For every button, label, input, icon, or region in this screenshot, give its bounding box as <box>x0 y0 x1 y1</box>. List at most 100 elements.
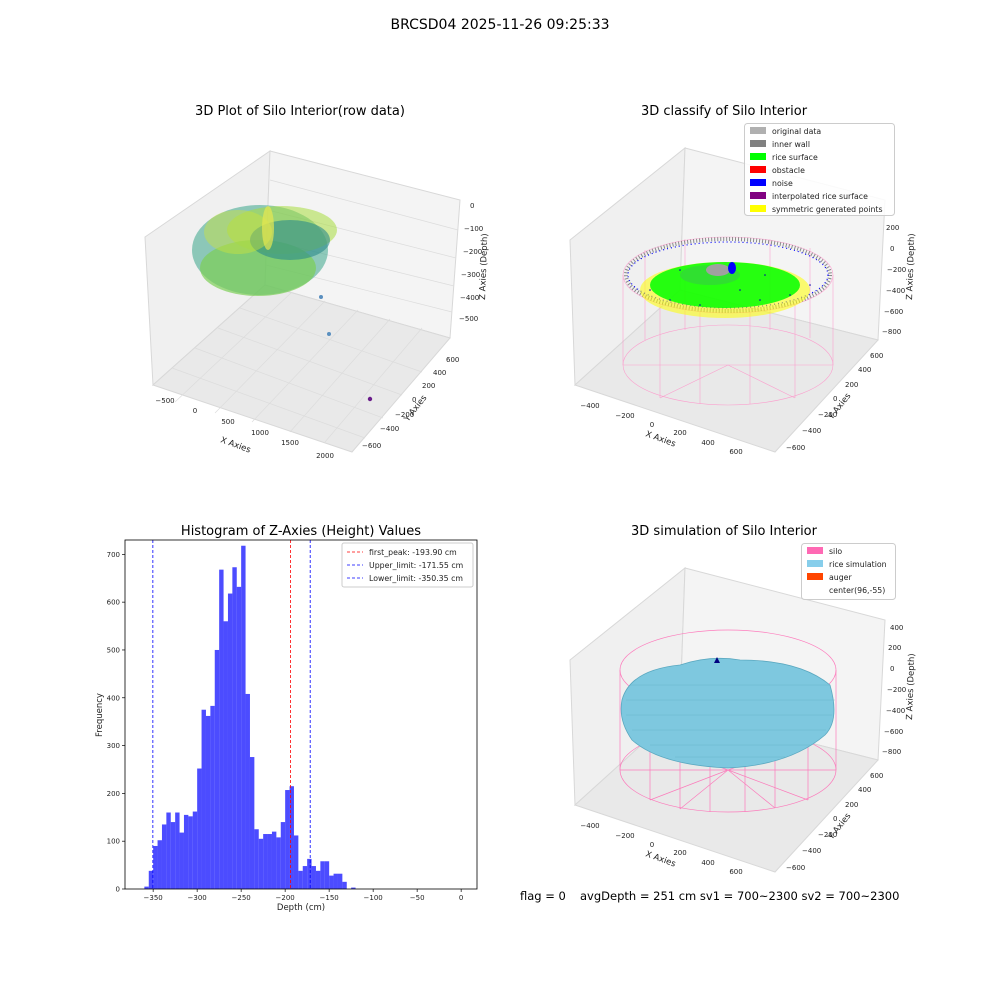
histogram-xtick-label: −150 <box>320 894 339 902</box>
legend-swatch <box>750 140 766 147</box>
legend-label: inner wall <box>772 140 810 149</box>
p4-ztick: 400 <box>890 624 903 632</box>
p4-xtick: 200 <box>673 849 686 857</box>
p2-ztick: −600 <box>884 308 903 316</box>
histogram-ytick-label: 200 <box>107 790 120 798</box>
histogram-bar <box>320 861 325 889</box>
panel4-title: 3D simulation of Silo Interior <box>631 524 817 539</box>
p1-ytick: 600 <box>446 356 459 364</box>
histogram-bar <box>232 567 237 889</box>
histogram-bar <box>271 831 277 889</box>
histogram-bar <box>201 709 206 889</box>
histogram-bar <box>179 832 184 889</box>
histogram-bar <box>324 861 330 889</box>
p4-ytick: −400 <box>802 847 821 855</box>
legend-label: original data <box>772 127 821 136</box>
p4-ztick: 0 <box>890 665 894 673</box>
histogram-ytick-label: 600 <box>107 599 120 607</box>
histogram-xtick-label: −300 <box>188 894 207 902</box>
p1-xtick: 2000 <box>316 452 334 460</box>
p4-ztick: −600 <box>884 728 903 736</box>
histogram-bar <box>188 816 193 889</box>
p2-ytick: −400 <box>802 427 821 435</box>
p2-ztick: −800 <box>882 328 901 336</box>
histogram-ytick-label: 500 <box>107 646 120 654</box>
p1-ztick: 0 <box>470 202 474 210</box>
p4-ztick: −400 <box>886 707 905 715</box>
p1-ztick: −200 <box>463 248 482 256</box>
histogram-ytick-label: 100 <box>107 838 120 846</box>
p2-ytick: 200 <box>845 381 858 389</box>
p1-ytick: 200 <box>422 382 435 390</box>
panel1-3d-scatter: −500 0 500 1000 1500 2000 −600 −400 −200… <box>144 150 490 460</box>
p4-ytick: 200 <box>845 801 858 809</box>
histogram-xtick-label: −250 <box>232 894 251 902</box>
panel1-title: 3D Plot of Silo Interior(row data) <box>195 104 405 119</box>
histogram-bar <box>144 886 149 889</box>
panel4-3d-simulation: −400 −200 0 200 400 600 −600 −400 −200 0… <box>569 566 917 876</box>
histogram-bar <box>280 822 286 889</box>
panel4-legend: silo rice simulation auger center(96,-55) <box>801 543 896 600</box>
legend-label: noise <box>772 179 793 188</box>
p4-xtick: −200 <box>615 832 634 840</box>
legend-swatch <box>750 153 766 160</box>
histogram-bar <box>236 586 242 889</box>
histogram-bar <box>298 870 303 889</box>
histogram-xtick-label: 0 <box>459 894 463 902</box>
p1-ztick: −300 <box>461 271 480 279</box>
p1-xtick: −500 <box>155 397 174 405</box>
histogram-bar <box>249 757 255 889</box>
p4-ytick: −200 <box>818 831 837 839</box>
p1-ytick: −200 <box>395 411 414 419</box>
histogram-bar <box>315 870 321 889</box>
p2-ytick: 600 <box>870 352 883 360</box>
p1-xtick: 500 <box>221 418 234 426</box>
p2-zlabel: Z Axies (Depth) <box>905 233 917 300</box>
histogram-bar <box>311 866 316 889</box>
histogram-bar <box>285 790 290 889</box>
p1-xtick: 1500 <box>281 439 299 447</box>
panel2-legend: original data inner wall rice surface obsta… <box>744 123 895 216</box>
histogram-bar <box>170 822 176 889</box>
histogram-bar <box>227 593 233 889</box>
legend-label: rice simulation <box>829 560 887 569</box>
histogram-ytick-label: 300 <box>107 742 120 750</box>
panel2-title: 3D classify of Silo Interior <box>640 104 808 119</box>
p2-ytick: 0 <box>833 395 837 403</box>
histogram-title: Histogram of Z-Axies (Height) Values <box>180 524 422 539</box>
p1-ytick: 0 <box>412 396 416 404</box>
figure-title: BRCSD04 2025-11-26 09:25:33 <box>390 17 610 33</box>
p1-ztick: −500 <box>459 315 478 323</box>
legend-swatch <box>750 179 766 186</box>
histogram-bar <box>245 693 250 889</box>
p4-xtick: 400 <box>701 859 714 867</box>
p4-ytick: 0 <box>833 815 837 823</box>
histogram-legend-label: Upper_limit: -171.55 cm <box>369 561 463 570</box>
legend-swatch <box>807 573 823 580</box>
histogram-bar <box>210 705 215 889</box>
histogram-bar <box>307 858 312 889</box>
legend-label: interpolated rice surface <box>772 192 868 201</box>
p4-ytick: −600 <box>786 864 805 872</box>
histogram-bar <box>153 845 158 889</box>
legend-label: center(96,-55) <box>829 586 885 595</box>
p2-ztick: −400 <box>886 287 905 295</box>
histogram-legend-label: first_peak: -193.90 cm <box>369 548 457 557</box>
histogram-bar <box>289 786 294 889</box>
p4-ytick: 400 <box>858 786 871 794</box>
legend-swatch <box>807 547 823 554</box>
p1-xlabel: X Axies <box>219 435 252 455</box>
p4-ztick: −800 <box>882 748 901 756</box>
p2-xtick: 0 <box>650 421 654 429</box>
p4-xtick: 600 <box>729 868 742 876</box>
histogram-bar <box>293 835 299 889</box>
p2-xtick: −200 <box>615 412 634 420</box>
p4-zlabel: Z Axies (Depth) <box>905 653 917 720</box>
histogram-bar <box>302 866 308 889</box>
histogram-bar <box>263 834 268 889</box>
p4-xtick: −400 <box>580 822 599 830</box>
histogram-bar <box>223 621 228 889</box>
histogram-bar <box>241 545 246 889</box>
histogram-xtick-label: −100 <box>364 894 383 902</box>
histogram-bar <box>219 569 224 889</box>
